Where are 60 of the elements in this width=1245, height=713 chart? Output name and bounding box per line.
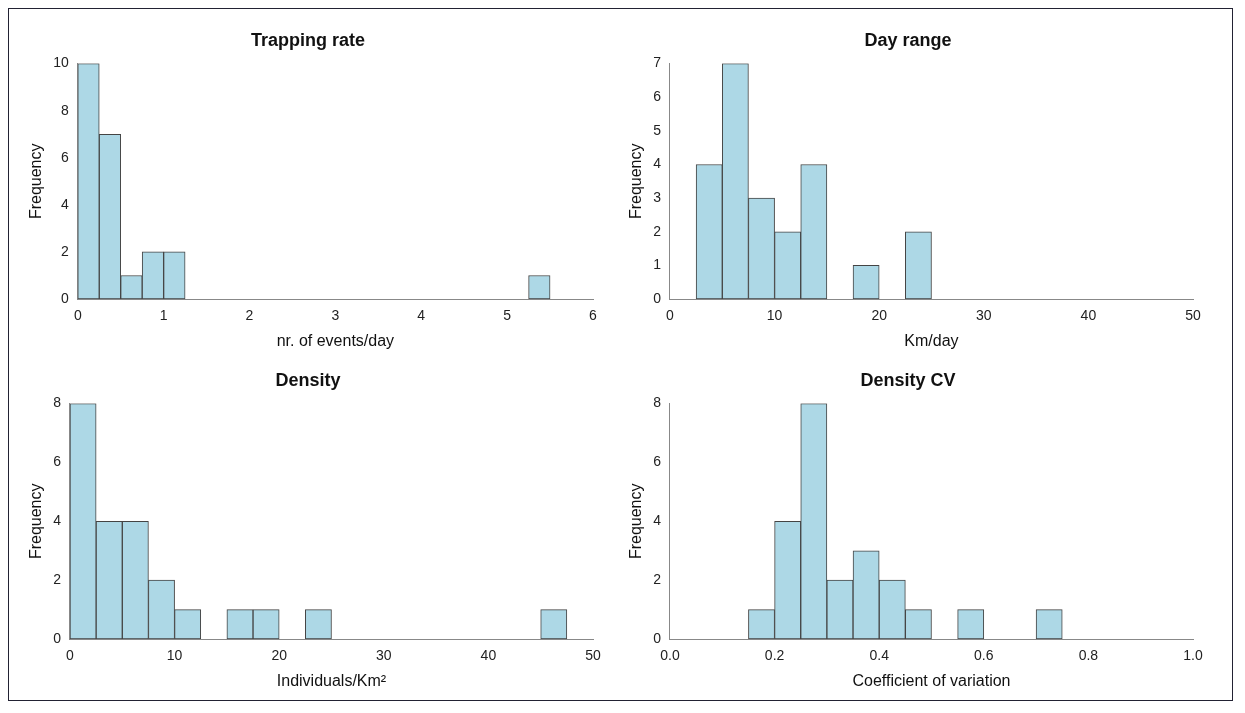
y-tick-label: 5: [653, 121, 662, 138]
y-tick-label: 8: [653, 394, 662, 411]
x-tick-label: 30: [376, 647, 392, 664]
x-tick-label: 0: [666, 307, 675, 324]
x-tick-label: 10: [166, 647, 183, 664]
y-tick-label: 0: [60, 289, 69, 306]
chart-title: Trapping rate: [250, 29, 366, 50]
x-axis-title: nr. of events/day: [276, 331, 395, 349]
y-tick-label: 8: [53, 394, 62, 411]
x-axis-title: Coefficient of variation: [852, 671, 1011, 689]
x-tick-label: 6: [589, 307, 598, 324]
x-axis-title: Km/day: [904, 331, 959, 349]
chart-title: Density: [275, 369, 341, 390]
y-tick-label: 4: [653, 155, 662, 172]
y-tick-label: 2: [653, 571, 662, 588]
x-tick-label: 50: [1185, 307, 1201, 324]
chart-title: Density CV: [860, 369, 956, 390]
y-axis-title: Frequency: [627, 483, 645, 560]
y-tick-label: 1: [653, 256, 662, 273]
x-tick-label: 4: [417, 307, 426, 324]
y-tick-label: 4: [60, 195, 69, 212]
y-tick-label: 2: [60, 242, 69, 259]
x-tick-label: 0.8: [1078, 647, 1099, 664]
y-tick-label: 0: [53, 629, 62, 646]
y-tick-label: 0: [653, 289, 662, 306]
x-tick-label: 30: [976, 307, 992, 324]
y-tick-label: 8: [60, 101, 69, 118]
x-tick-label: 0: [73, 307, 82, 324]
x-tick-label: 1: [159, 307, 168, 324]
x-tick-label: 2: [245, 307, 254, 324]
y-tick-label: 6: [60, 148, 69, 165]
y-tick-label: 6: [653, 88, 662, 105]
x-tick-label: 5: [503, 307, 512, 324]
y-tick-label: 6: [653, 453, 662, 470]
y-tick-label: 0: [653, 629, 662, 646]
y-axis-title: Frequency: [27, 143, 45, 220]
chart-title: Day range: [864, 29, 952, 50]
y-tick-label: 2: [53, 571, 62, 588]
x-tick-label: 20: [271, 647, 288, 664]
y-tick-label: 10: [53, 54, 69, 71]
x-tick-label: 0.2: [764, 647, 785, 664]
y-tick-label: 6: [53, 453, 62, 470]
y-tick-label: 2: [653, 222, 662, 239]
y-tick-label: 7: [653, 54, 662, 71]
y-axis-title: Frequency: [627, 143, 645, 220]
x-tick-label: 1.0: [1183, 647, 1203, 664]
x-tick-label: 10: [766, 307, 783, 324]
x-tick-label: 40: [1080, 307, 1097, 324]
x-tick-label: 50: [585, 647, 601, 664]
y-tick-label: 4: [53, 512, 62, 529]
x-axis-title: Individuals/Km²: [276, 671, 387, 689]
x-tick-label: 40: [480, 647, 497, 664]
y-tick-label: 4: [653, 512, 662, 529]
y-tick-label: 3: [653, 188, 662, 205]
x-tick-label: 0.0: [660, 647, 680, 664]
y-axis-title: Frequency: [27, 483, 45, 560]
x-tick-label: 20: [871, 307, 888, 324]
x-tick-label: 0.4: [869, 647, 890, 664]
x-tick-label: 3: [331, 307, 340, 324]
x-tick-label: 0.6: [974, 647, 994, 664]
